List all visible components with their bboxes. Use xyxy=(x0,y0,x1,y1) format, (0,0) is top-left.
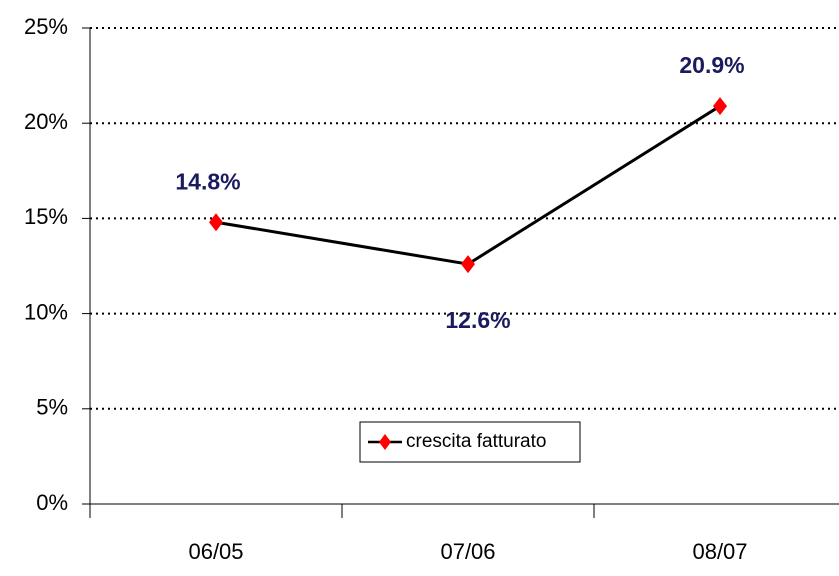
data-label: 20.9% xyxy=(679,52,744,78)
data-point xyxy=(713,97,727,116)
y-tick-label: 20% xyxy=(24,109,68,134)
data-label: 12.6% xyxy=(445,307,510,333)
x-tick-label: 07/06 xyxy=(440,539,495,564)
x-tick-label: 06/05 xyxy=(188,539,243,564)
legend-label: crescita fatturato xyxy=(406,431,546,452)
y-tick-label: 10% xyxy=(24,299,68,324)
data-point xyxy=(461,255,475,274)
x-tick-label: 08/07 xyxy=(692,539,747,564)
series-line xyxy=(215,104,721,266)
y-tick-label: 5% xyxy=(36,395,68,420)
data-label: 14.8% xyxy=(175,168,240,194)
y-tick-label: 15% xyxy=(24,204,68,229)
legend-marker xyxy=(379,434,391,450)
y-tick-label: 25% xyxy=(24,14,68,39)
data-point xyxy=(209,213,223,232)
y-tick-label: 0% xyxy=(36,490,68,515)
